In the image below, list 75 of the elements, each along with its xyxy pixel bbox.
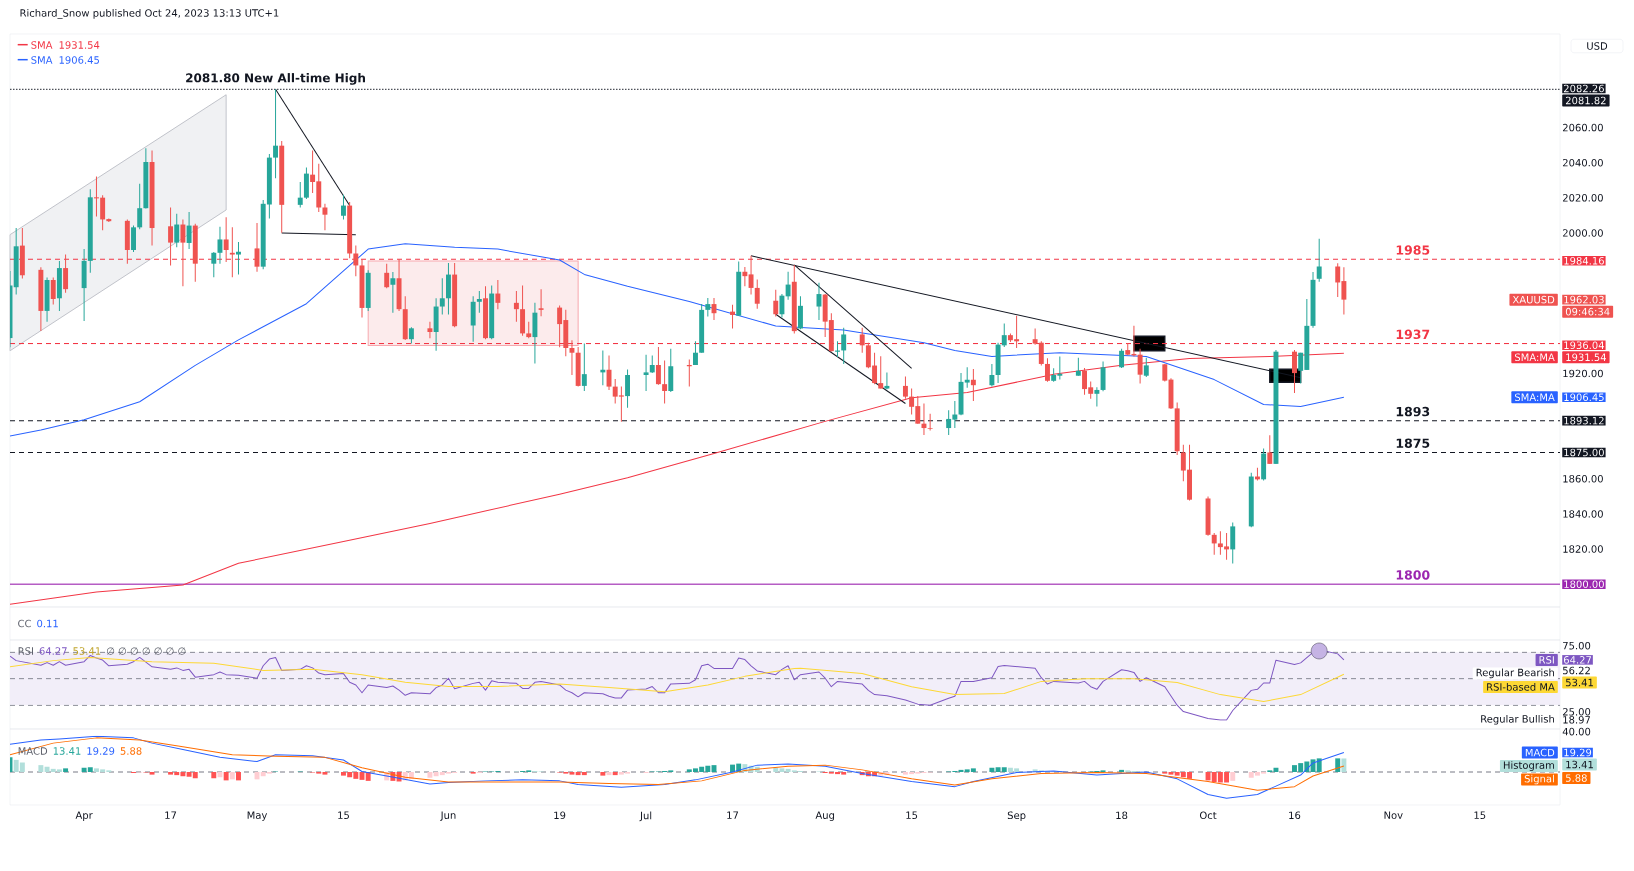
legend-label: SMA	[31, 56, 53, 64]
y-tick-label: 2000.00	[1562, 229, 1603, 237]
ref-line-label: 1800	[1396, 570, 1430, 580]
y-tick-label: 2020.00	[1562, 194, 1603, 202]
text: 53.41	[1565, 678, 1593, 687]
annotation: 1931.54	[59, 41, 100, 49]
x-tick-label: Nov	[1384, 811, 1403, 819]
x-tick-label: 17	[165, 811, 177, 819]
annotation: Regular Bearish	[1476, 668, 1554, 679]
y-tick-label: 18.97	[1563, 715, 1590, 724]
y-tick-label: 1800.00	[1564, 580, 1604, 588]
text: 0.11	[37, 619, 58, 628]
y-tick-label: 1906.45	[1564, 393, 1604, 402]
x-tick-label: 15	[1474, 811, 1486, 819]
x-tick-label: May	[247, 811, 268, 821]
text: MACD	[18, 747, 48, 755]
x-tick-label: 15	[906, 811, 918, 819]
x-tick-label: 17	[727, 811, 739, 819]
y-tick-label: 1920.00	[1563, 369, 1603, 378]
y-tick-label: 2060.00	[1562, 123, 1603, 132]
y-tick-label: 1840.00	[1563, 510, 1603, 518]
annotation: 5.88	[120, 747, 142, 755]
x-tick-label: Apr	[75, 811, 93, 821]
annotation: SMA:MA	[1514, 393, 1555, 402]
x-tick-label: Sep	[1007, 811, 1026, 822]
ref-line-label: 1985	[1396, 245, 1430, 255]
annotation: 2081.80 New All-time High	[186, 73, 365, 85]
legend-label: MACD	[1525, 748, 1555, 757]
y-tick-label: 1984.16	[1564, 256, 1604, 265]
text: 64.27	[39, 647, 67, 655]
legend-label: Signal	[1524, 774, 1554, 785]
y-axis-title: USD	[1587, 42, 1608, 50]
x-tick-label: 19	[554, 811, 566, 820]
text: 09:46:34	[1565, 307, 1610, 316]
y-tick-label: 75.00	[1563, 641, 1591, 650]
x-tick-label: Jul	[639, 811, 652, 822]
text: 1931.54	[1566, 353, 1606, 362]
text: 13.41	[1566, 760, 1593, 769]
y-tick-label: 2082.26	[1563, 84, 1604, 93]
annotation: Regular Bullish	[1481, 714, 1554, 725]
annotation: 13.41	[53, 747, 81, 755]
text: 2081.82	[1565, 96, 1606, 105]
x-tick-label: 15	[338, 811, 349, 819]
annotation: SMA:MA	[1514, 353, 1555, 362]
ref-line-label: 1937	[1396, 329, 1430, 340]
x-tick-label: Oct	[1199, 811, 1217, 820]
chart-title: Richard_Snow published Oct 24, 2023 13:13 UTC+1	[20, 9, 279, 19]
y-tick-label: 1875.00	[1564, 448, 1604, 457]
y-tick-label: 1893.12	[1564, 416, 1604, 425]
y-tick-label: 19.29	[1564, 748, 1592, 757]
y-tick-label: 1860.00	[1563, 475, 1603, 483]
y-tick-label: 2040.00	[1562, 158, 1603, 167]
text: 19.29	[87, 747, 115, 755]
x-tick-label: 18	[1116, 811, 1128, 820]
x-tick-label: Jun	[440, 811, 456, 821]
legend-label: SMA	[31, 41, 53, 49]
y-tick-label: 64.27	[1563, 656, 1591, 664]
y-tick-label: 1820.00	[1563, 545, 1603, 553]
ref-line-label: 1875	[1396, 438, 1430, 448]
text: 1906.45	[59, 56, 99, 64]
annotation: 53.41	[73, 647, 101, 655]
text: 5.88	[1565, 774, 1587, 782]
text: CC	[18, 619, 31, 628]
ref-line-label: 1893	[1396, 406, 1430, 417]
x-tick-label: Aug	[815, 811, 835, 821]
annotation: XAUUSD	[1512, 295, 1555, 304]
y-tick-label: 56.22	[1563, 666, 1590, 675]
y-tick-label: 1936.04	[1564, 341, 1605, 350]
legend-label: RSI	[1539, 656, 1554, 664]
legend-label: Histogram	[1503, 761, 1554, 771]
y-tick-label: 1962.03	[1564, 295, 1604, 304]
y-tick-label: 25.00	[1562, 708, 1591, 716]
x-tick-label: 16	[1289, 811, 1301, 820]
legend-label: RSI-based MA	[1487, 683, 1555, 691]
y-tick-label: 40.00	[1562, 727, 1591, 736]
